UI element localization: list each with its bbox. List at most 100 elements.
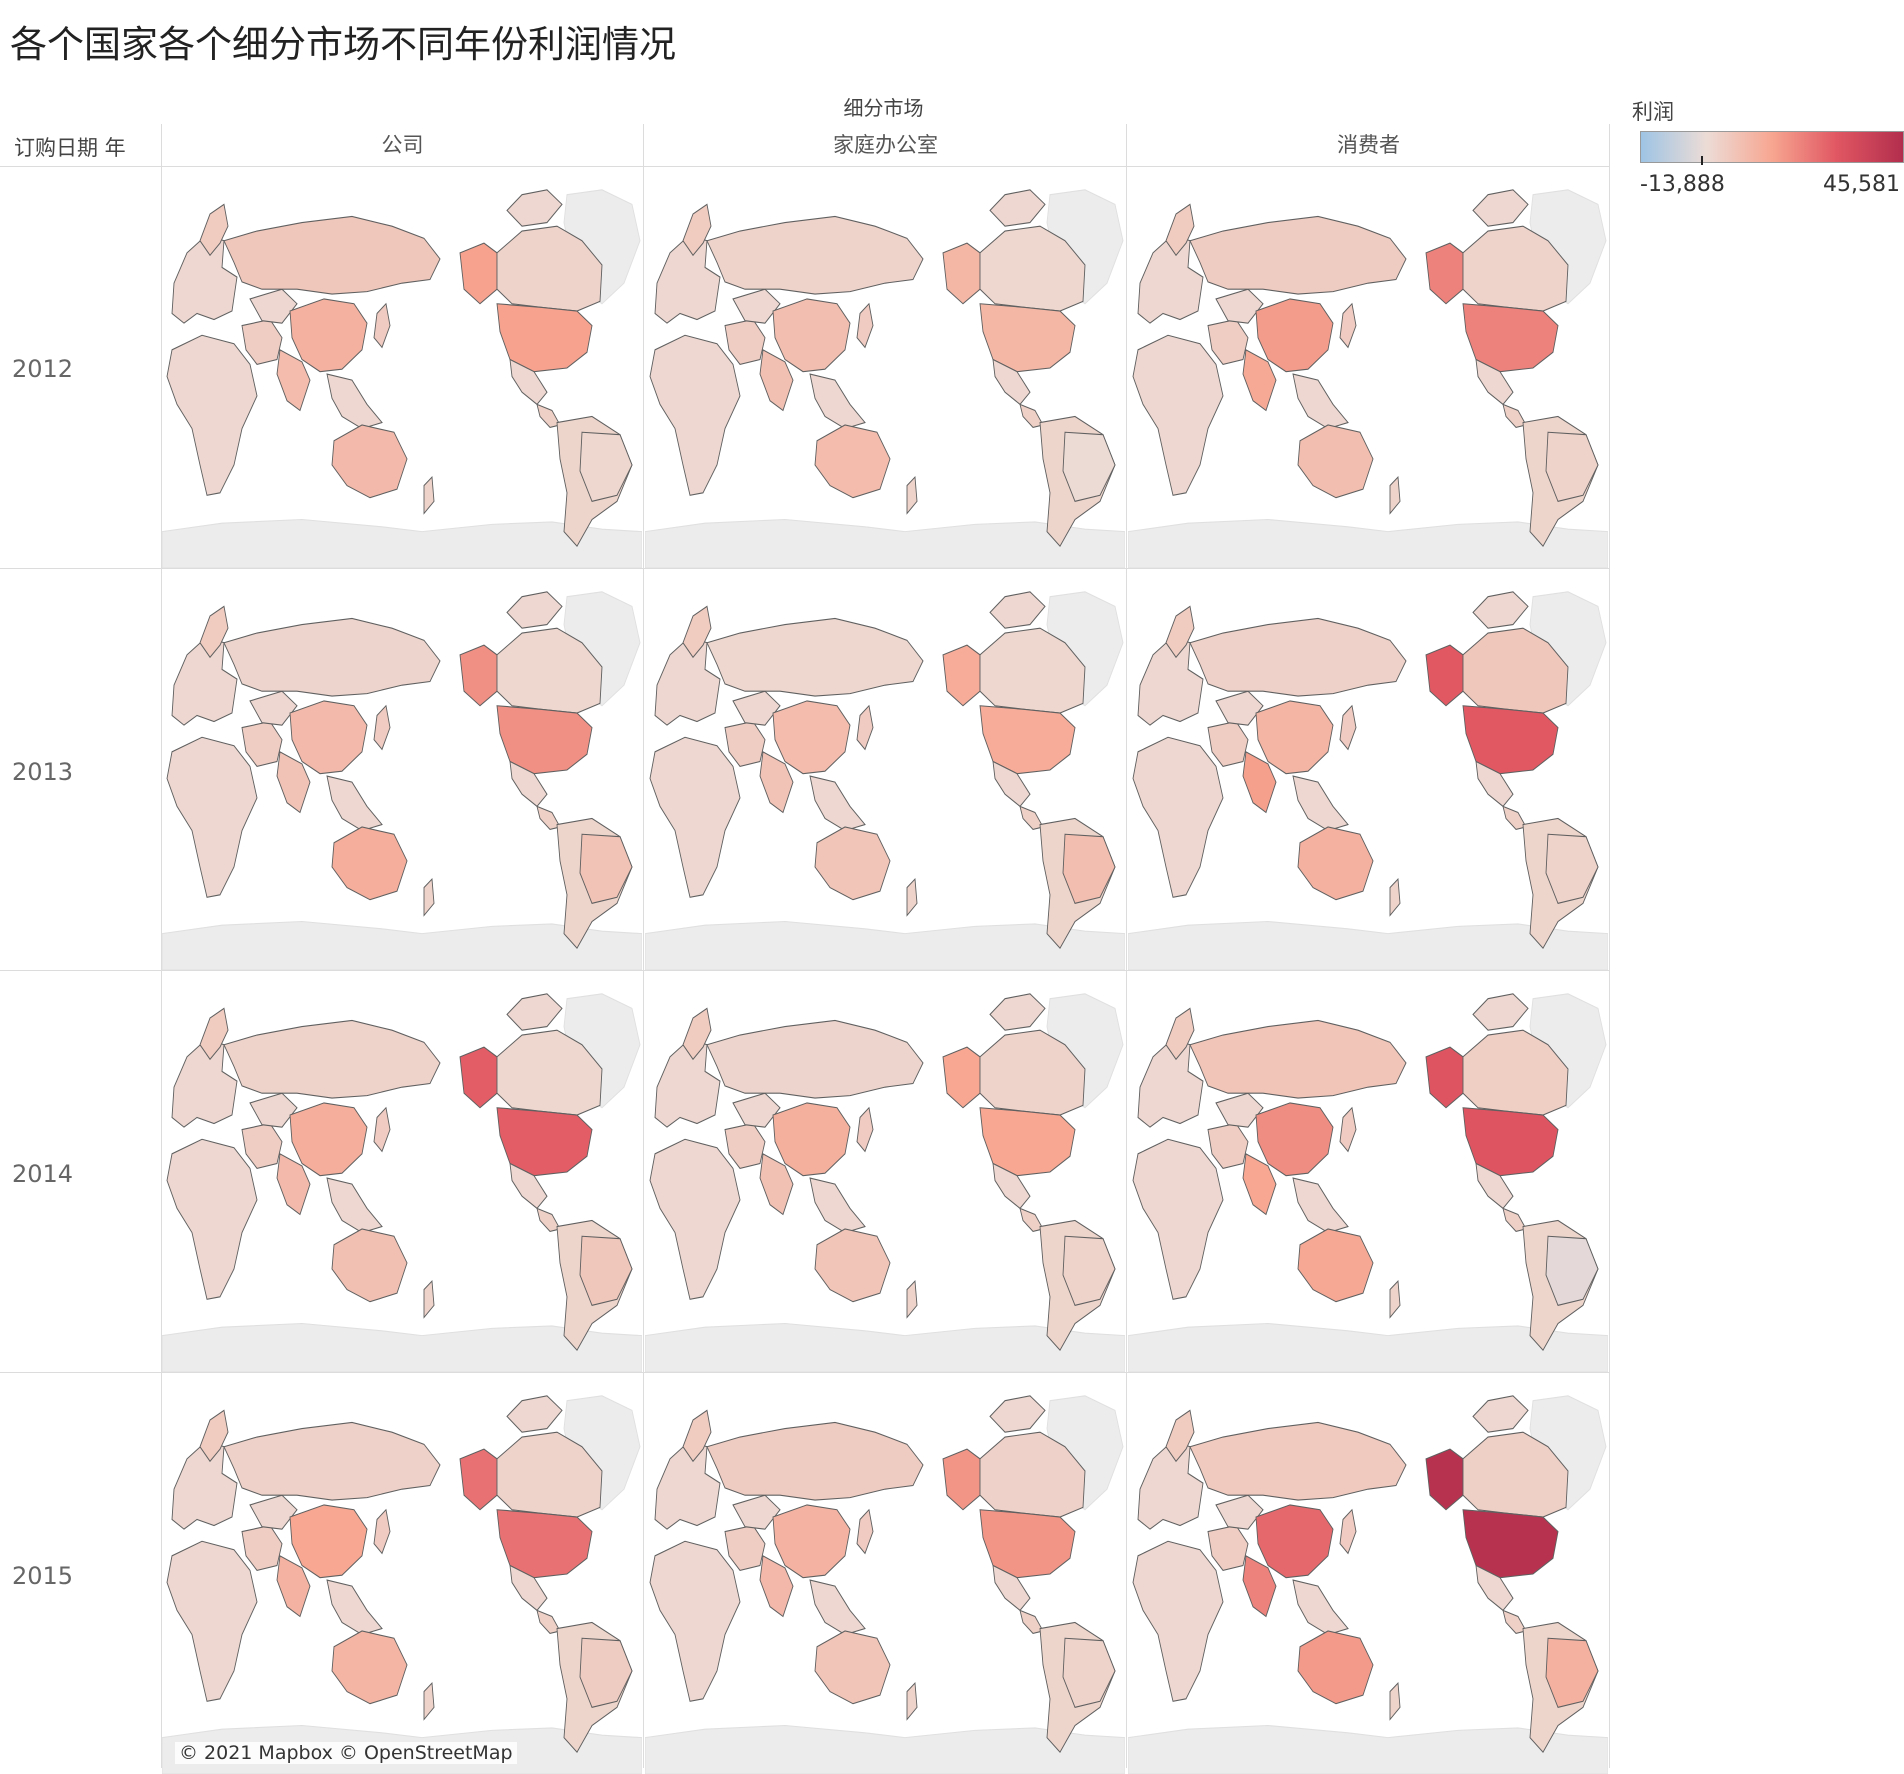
region-scandinavia[interactable]	[1165, 203, 1195, 257]
region-india[interactable]	[759, 1555, 794, 1618]
region-africa[interactable]	[649, 334, 741, 496]
region-nz[interactable]	[906, 1279, 918, 1319]
region-russia[interactable]	[1189, 617, 1407, 697]
map-cell-2013-1[interactable]	[645, 570, 1125, 970]
region-canada[interactable]	[496, 225, 603, 312]
region-russia[interactable]	[223, 617, 441, 697]
region-africa[interactable]	[166, 1138, 258, 1300]
region-australia[interactable]	[1297, 1228, 1374, 1303]
region-usa[interactable]	[496, 705, 593, 775]
region-scandinavia[interactable]	[682, 1409, 712, 1463]
region-antarctica[interactable]	[645, 1322, 1125, 1372]
region-russia[interactable]	[706, 617, 924, 697]
region-seasia[interactable]	[809, 1177, 866, 1234]
region-india[interactable]	[276, 1555, 311, 1618]
region-seasia[interactable]	[809, 373, 866, 430]
region-africa[interactable]	[1132, 736, 1224, 898]
region-antarctica[interactable]	[1128, 1724, 1608, 1774]
region-centralam[interactable]	[536, 1207, 561, 1232]
region-russia[interactable]	[706, 1019, 924, 1099]
region-canada[interactable]	[979, 627, 1086, 714]
region-australia[interactable]	[331, 424, 408, 499]
region-nz[interactable]	[423, 1279, 435, 1319]
region-russia[interactable]	[1189, 215, 1407, 295]
region-kazakh[interactable]	[249, 1494, 298, 1530]
region-canada[interactable]	[1462, 627, 1569, 714]
region-japan[interactable]	[1339, 1106, 1357, 1153]
region-usa[interactable]	[979, 705, 1076, 775]
region-africa[interactable]	[649, 1540, 741, 1702]
region-arctic[interactable]	[1472, 591, 1529, 629]
region-japan[interactable]	[373, 1508, 391, 1555]
region-scandinavia[interactable]	[1165, 1409, 1195, 1463]
region-scandinavia[interactable]	[199, 605, 229, 659]
region-africa[interactable]	[166, 1540, 258, 1702]
region-seasia[interactable]	[1292, 775, 1349, 832]
region-seasia[interactable]	[1292, 373, 1349, 430]
region-japan[interactable]	[1339, 704, 1357, 751]
region-india[interactable]	[276, 751, 311, 814]
region-kazakh[interactable]	[1215, 288, 1264, 324]
region-centralam[interactable]	[1502, 403, 1527, 428]
region-china[interactable]	[1255, 700, 1334, 775]
map-cell-2014-0[interactable]	[162, 972, 642, 1372]
region-australia[interactable]	[331, 1630, 408, 1705]
region-antarctica[interactable]	[645, 920, 1125, 970]
region-kazakh[interactable]	[1215, 1494, 1264, 1530]
region-india[interactable]	[759, 349, 794, 412]
region-kazakh[interactable]	[1215, 1092, 1264, 1128]
region-china[interactable]	[289, 700, 368, 775]
region-usa[interactable]	[979, 1107, 1076, 1177]
region-antarctica[interactable]	[1128, 1322, 1608, 1372]
region-arctic[interactable]	[506, 189, 563, 227]
region-canada[interactable]	[1462, 1431, 1569, 1518]
region-australia[interactable]	[1297, 826, 1374, 901]
region-usa[interactable]	[496, 1509, 593, 1579]
region-arctic[interactable]	[506, 591, 563, 629]
region-india[interactable]	[1242, 1153, 1277, 1216]
region-antarctica[interactable]	[645, 1724, 1125, 1774]
region-seasia[interactable]	[326, 1579, 383, 1636]
region-antarctica[interactable]	[1128, 920, 1608, 970]
region-centralam[interactable]	[536, 805, 561, 830]
region-australia[interactable]	[1297, 424, 1374, 499]
region-antarctica[interactable]	[1128, 518, 1608, 568]
region-centralam[interactable]	[536, 403, 561, 428]
region-brazil[interactable]	[579, 1637, 633, 1708]
region-australia[interactable]	[814, 1228, 891, 1303]
region-centralam[interactable]	[1502, 1609, 1527, 1634]
region-russia[interactable]	[706, 215, 924, 295]
region-brazil[interactable]	[1545, 431, 1599, 502]
region-kazakh[interactable]	[249, 1092, 298, 1128]
region-centralam[interactable]	[536, 1609, 561, 1634]
region-china[interactable]	[289, 1504, 368, 1579]
region-antarctica[interactable]	[162, 1322, 642, 1372]
region-canada[interactable]	[979, 1029, 1086, 1116]
region-nz[interactable]	[423, 1681, 435, 1721]
region-japan[interactable]	[373, 704, 391, 751]
region-japan[interactable]	[373, 302, 391, 349]
region-canada[interactable]	[496, 627, 603, 714]
region-russia[interactable]	[223, 215, 441, 295]
region-arctic[interactable]	[506, 993, 563, 1031]
region-arctic[interactable]	[989, 993, 1046, 1031]
region-kazakh[interactable]	[732, 1494, 781, 1530]
region-kazakh[interactable]	[1215, 690, 1264, 726]
region-seasia[interactable]	[809, 1579, 866, 1636]
region-kazakh[interactable]	[732, 690, 781, 726]
region-russia[interactable]	[1189, 1421, 1407, 1501]
map-cell-2015-0[interactable]	[162, 1374, 642, 1774]
region-africa[interactable]	[166, 736, 258, 898]
region-africa[interactable]	[1132, 334, 1224, 496]
region-russia[interactable]	[223, 1019, 441, 1099]
region-canada[interactable]	[979, 225, 1086, 312]
map-cell-2014-2[interactable]	[1128, 972, 1608, 1372]
region-china[interactable]	[772, 298, 851, 373]
region-africa[interactable]	[649, 736, 741, 898]
region-nz[interactable]	[1389, 1279, 1401, 1319]
region-canada[interactable]	[496, 1431, 603, 1518]
region-canada[interactable]	[1462, 1029, 1569, 1116]
region-scandinavia[interactable]	[682, 1007, 712, 1061]
region-arctic[interactable]	[1472, 1395, 1529, 1433]
region-india[interactable]	[276, 1153, 311, 1216]
